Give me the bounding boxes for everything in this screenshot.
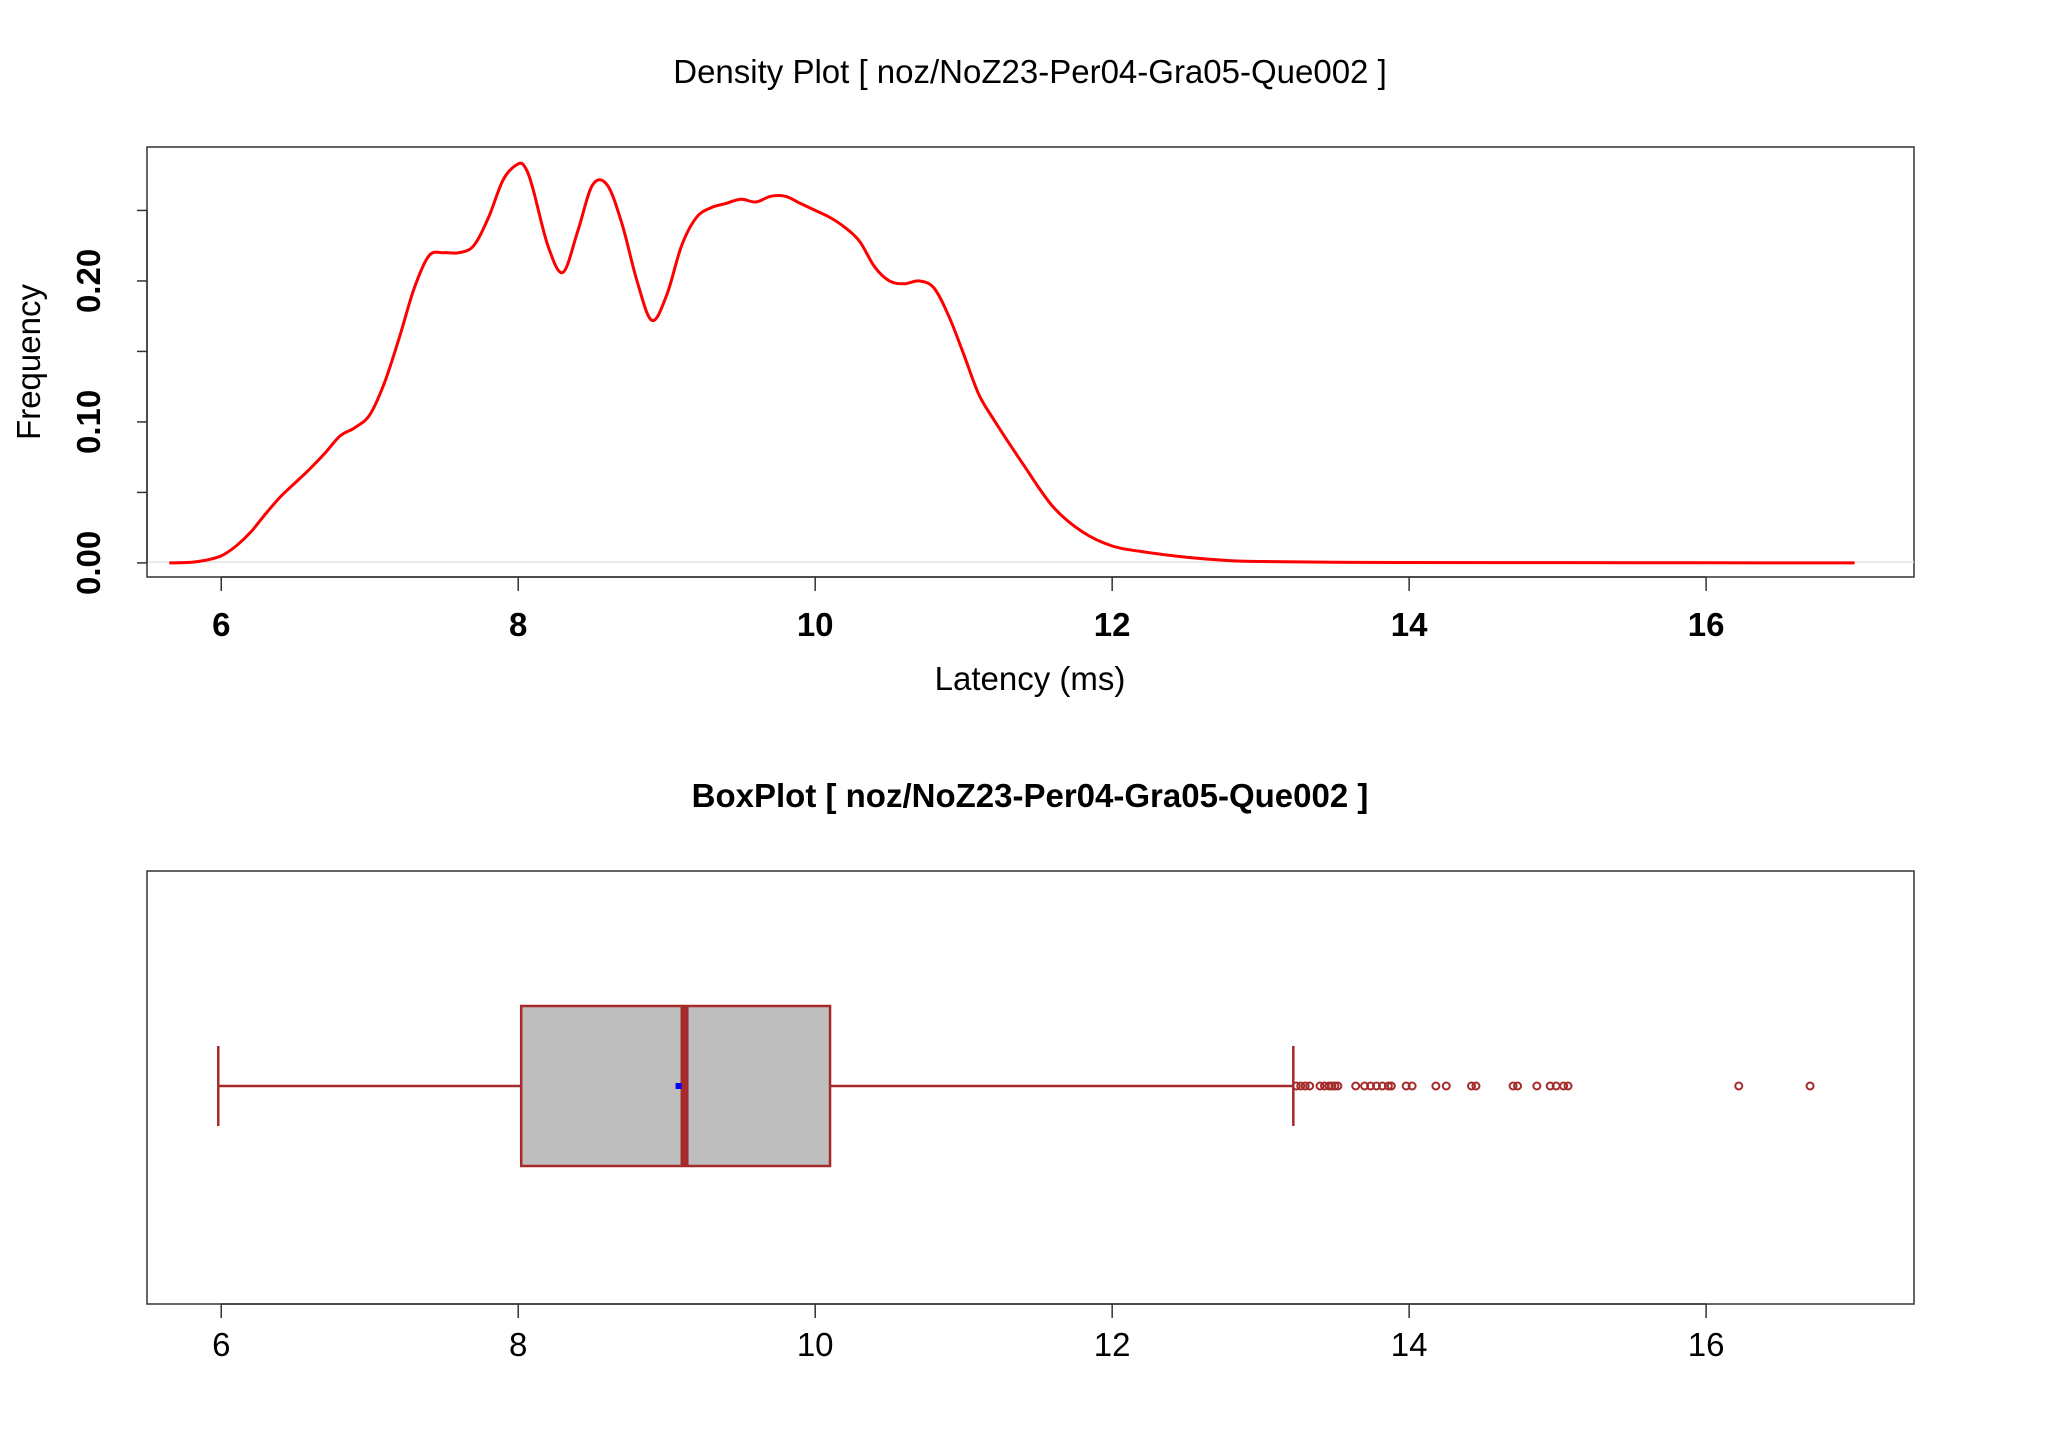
outlier-point (1315, 1081, 1325, 1091)
box-x-tick-label: 14 (1391, 1326, 1428, 1363)
density-x-tick-label: 6 (212, 606, 230, 643)
outlier-point (1559, 1081, 1569, 1091)
density-plot-frame (146, 146, 1915, 578)
outlier-point (1305, 1081, 1315, 1091)
density-x-axis: 6 8 10 12 14 16 (212, 576, 1725, 643)
mean-marker (675, 1083, 682, 1089)
density-y-tick-label: 0.00 (70, 531, 107, 595)
outlier-point (1431, 1081, 1441, 1091)
outlier-point (1407, 1081, 1417, 1091)
outlier-point (1734, 1081, 1744, 1091)
outlier-point (1377, 1081, 1387, 1091)
box-marks (217, 1004, 1815, 1168)
outlier-point (1508, 1081, 1518, 1091)
outlier-point (1471, 1081, 1481, 1091)
outlier-point (1371, 1081, 1381, 1091)
outlier-point (1324, 1081, 1334, 1091)
density-x-tick-label: 10 (797, 606, 834, 643)
box-x-axis: 6 8 10 12 14 16 (212, 1303, 1725, 1363)
box-x-tick-label: 16 (1688, 1326, 1725, 1363)
outlier-point (1383, 1081, 1393, 1091)
box-x-tick-label: 6 (212, 1326, 230, 1363)
box-title: BoxPlot [ noz/NoZ23-Per04-Gra05-Que002 ] (692, 777, 1369, 814)
density-x-tick-label: 14 (1391, 606, 1428, 643)
outlier-point (1327, 1081, 1337, 1091)
outlier-point (1333, 1081, 1343, 1091)
density-title: Density Plot [ noz/NoZ23-Per04-Gra05-Que… (673, 53, 1387, 90)
density-y-tick-label: 0.20 (70, 249, 107, 313)
box-plot: BoxPlot [ noz/NoZ23-Per04-Gra05-Que002 ]… (146, 777, 1915, 1363)
box-x-tick-label: 12 (1094, 1326, 1131, 1363)
outlier-point (1532, 1081, 1542, 1091)
outlier-point (1563, 1081, 1573, 1091)
density-curve (169, 161, 1855, 565)
outlier-point (1401, 1081, 1411, 1091)
density-x-tick-label: 12 (1094, 606, 1131, 643)
outlier-point (1545, 1081, 1555, 1091)
outlier-point (1386, 1081, 1396, 1091)
density-y-axis: 0.00 0.10 0.20 (70, 209, 148, 595)
outlier-point (1360, 1081, 1370, 1091)
outlier-point (1351, 1081, 1361, 1091)
density-y-tick-label: 0.10 (70, 390, 107, 454)
density-x-label: Latency (ms) (935, 660, 1126, 697)
outlier-point (1513, 1081, 1523, 1091)
outlier-point (1296, 1081, 1306, 1091)
box-x-tick-label: 8 (509, 1326, 527, 1363)
outlier-point (1805, 1081, 1815, 1091)
outlier-point (1366, 1081, 1376, 1091)
outlier-point (1467, 1081, 1477, 1091)
outlier-point (1291, 1081, 1301, 1091)
density-plot: Density Plot [ noz/NoZ23-Per04-Gra05-Que… (10, 53, 1915, 697)
box-x-tick-label: 10 (797, 1326, 834, 1363)
box-plot-frame (146, 870, 1915, 1305)
density-y-label: Frequency (10, 284, 47, 440)
density-x-tick-label: 8 (509, 606, 527, 643)
outlier-point (1330, 1081, 1340, 1091)
outlier-point (1300, 1081, 1310, 1091)
outlier-point (1441, 1081, 1451, 1091)
density-x-tick-label: 16 (1688, 606, 1725, 643)
